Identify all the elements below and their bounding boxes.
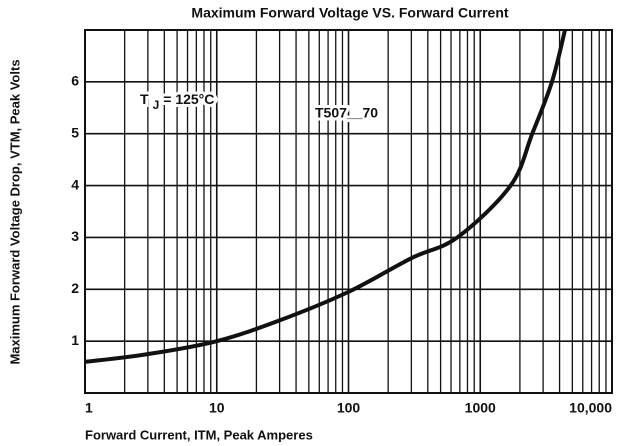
x-tick-label: 10,000 (569, 400, 612, 416)
y-tick-label: 6 (71, 73, 79, 89)
x-axis-label: Forward Current, ITM, Peak Amperes (85, 427, 313, 442)
y-tick-label: 3 (71, 228, 79, 244)
x-tick-label: 10 (209, 400, 225, 416)
y-tick-label: 5 (71, 124, 79, 140)
annotation-text: = 125°C (163, 91, 214, 107)
y-tick-label: 4 (71, 176, 79, 192)
curve (84, 29, 567, 364)
annotation: T J = 125°C (140, 91, 214, 112)
x-tick-label: 100 (337, 400, 361, 416)
x-tick-label: 1000 (465, 400, 496, 416)
x-tick-label: 1 (85, 400, 93, 416)
annotation: T507__70 (315, 105, 378, 121)
y-axis-label: Maximum Forward Voltage Drop, VTM, Peak … (7, 59, 22, 364)
chart-title: Maximum Forward Voltage VS. Forward Curr… (191, 5, 508, 21)
annotation-symbol: T (140, 91, 149, 107)
y-tick-label: 1 (71, 332, 79, 348)
y-tick-label: 2 (71, 280, 79, 296)
annotation-subscript: J (153, 98, 160, 112)
